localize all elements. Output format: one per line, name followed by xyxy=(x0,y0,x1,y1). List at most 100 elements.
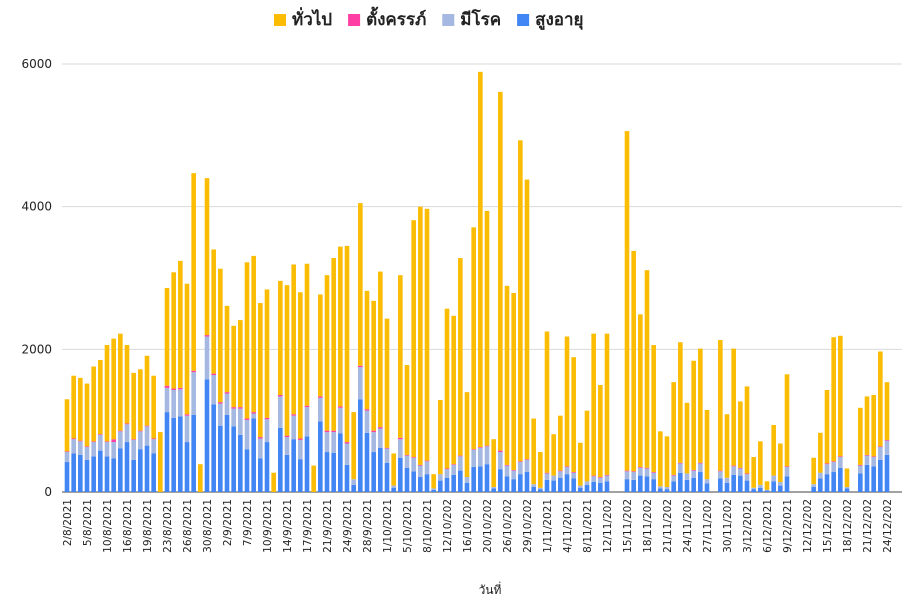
bar-segment xyxy=(178,387,183,390)
bar-segment xyxy=(191,370,196,373)
bar-segment xyxy=(164,387,170,413)
bar-segment xyxy=(764,481,770,490)
bar-segment xyxy=(751,489,756,492)
bar-segment xyxy=(344,245,350,443)
bar-segment xyxy=(391,487,396,492)
bar-segment xyxy=(624,131,630,471)
x-tick-label: 4/11/2021 xyxy=(562,499,574,553)
bar-segment xyxy=(424,208,430,461)
bar-segment xyxy=(784,467,790,477)
bar-segment xyxy=(664,489,670,492)
bar-segment xyxy=(91,442,96,457)
x-tick-label: 21/11/202 xyxy=(662,499,674,553)
bar-segment xyxy=(658,431,663,487)
bar-segment xyxy=(704,409,710,480)
bar-segment xyxy=(311,465,316,492)
bar-segment xyxy=(238,407,243,409)
bar-segment xyxy=(158,432,163,492)
bar-segment xyxy=(504,476,510,492)
bar-segment xyxy=(698,462,703,464)
bar-segment xyxy=(164,412,170,492)
bar-segment xyxy=(878,446,883,448)
bar-segment xyxy=(284,454,290,492)
bar-segment xyxy=(151,439,156,454)
bar-segment xyxy=(644,467,650,469)
x-tick-label: 17/9/2021 xyxy=(302,499,314,553)
bar-segment xyxy=(98,434,103,435)
bar-segment xyxy=(231,407,236,409)
bar-segment xyxy=(111,442,116,459)
bar-segment xyxy=(504,464,510,466)
bar-segment xyxy=(278,394,283,397)
bar-segment xyxy=(371,300,376,431)
bar-segment xyxy=(598,385,603,478)
x-tick-label: 5/8/2021 xyxy=(82,499,94,546)
bar-segment xyxy=(571,472,576,473)
bar-segment xyxy=(331,432,336,453)
y-tick-label: 2000 xyxy=(21,342,52,356)
bar-segment xyxy=(811,484,816,488)
x-tick-label: 16/8/2021 xyxy=(122,499,134,553)
bar-segment xyxy=(458,456,463,471)
bar-segment xyxy=(478,447,483,448)
bar-segment xyxy=(298,439,303,460)
bar-segment xyxy=(438,480,443,492)
bar-segment xyxy=(124,423,130,425)
legend-swatch xyxy=(517,14,530,26)
bar-segment xyxy=(658,488,663,492)
bar-segment xyxy=(771,481,776,492)
bar-segment xyxy=(724,414,730,478)
bar-segment xyxy=(371,432,376,453)
bar-segment xyxy=(604,481,610,492)
bar-segment xyxy=(124,424,130,443)
bar-segment xyxy=(304,436,310,492)
bar-segment xyxy=(238,320,243,408)
bar-segment xyxy=(238,408,243,435)
bar-segment xyxy=(431,488,436,490)
bar-segment xyxy=(651,472,656,480)
bar-segment xyxy=(684,402,690,474)
bar-segment xyxy=(278,396,283,428)
bar-segment xyxy=(824,474,830,492)
bar-segment xyxy=(98,450,103,492)
bar-segment xyxy=(318,294,323,397)
legend: ทั่วไป ตั้งครรภ์ มีโรค สูงอายุ xyxy=(274,6,584,31)
bar-segment xyxy=(511,292,516,470)
bar-segment xyxy=(411,220,416,458)
bar-segment xyxy=(118,431,123,449)
x-tick-label: 6/12/2021 xyxy=(762,499,774,553)
bar-segment xyxy=(658,486,663,489)
bar-segment xyxy=(238,434,243,492)
bar-segment xyxy=(364,290,370,410)
bar-segment xyxy=(251,255,256,413)
bar-segment xyxy=(524,472,530,492)
bar-segment xyxy=(144,426,150,446)
bar-segment xyxy=(864,464,870,492)
x-tick-label: 12/12/202 xyxy=(802,499,814,553)
bar-segment xyxy=(384,447,390,449)
bar-segment xyxy=(838,335,843,457)
bar-segment xyxy=(718,478,723,492)
bar-segment xyxy=(204,335,210,337)
bar-segment xyxy=(724,477,730,483)
legend-label: สูงอายุ xyxy=(535,10,583,31)
bar-segment xyxy=(71,453,76,492)
bar-segment xyxy=(338,433,343,492)
bar-segment xyxy=(651,472,656,473)
bar-segment xyxy=(364,410,370,433)
bar-segment xyxy=(418,464,423,466)
bar-segment xyxy=(291,414,296,416)
bar-segment xyxy=(378,271,383,428)
bar-segment xyxy=(484,464,490,492)
x-tick-label: 15/12/202 xyxy=(822,499,834,553)
bar-segment xyxy=(104,456,110,492)
bar-segment xyxy=(571,472,576,479)
bar-segment xyxy=(424,474,430,492)
bar-segment xyxy=(524,459,530,460)
bar-segment xyxy=(678,472,683,492)
bar-segment xyxy=(291,439,296,492)
x-tick-label: 12/11/202 xyxy=(602,499,614,553)
bar-segment xyxy=(338,246,343,407)
bar-segment xyxy=(138,431,143,450)
bar-segment xyxy=(538,452,543,488)
